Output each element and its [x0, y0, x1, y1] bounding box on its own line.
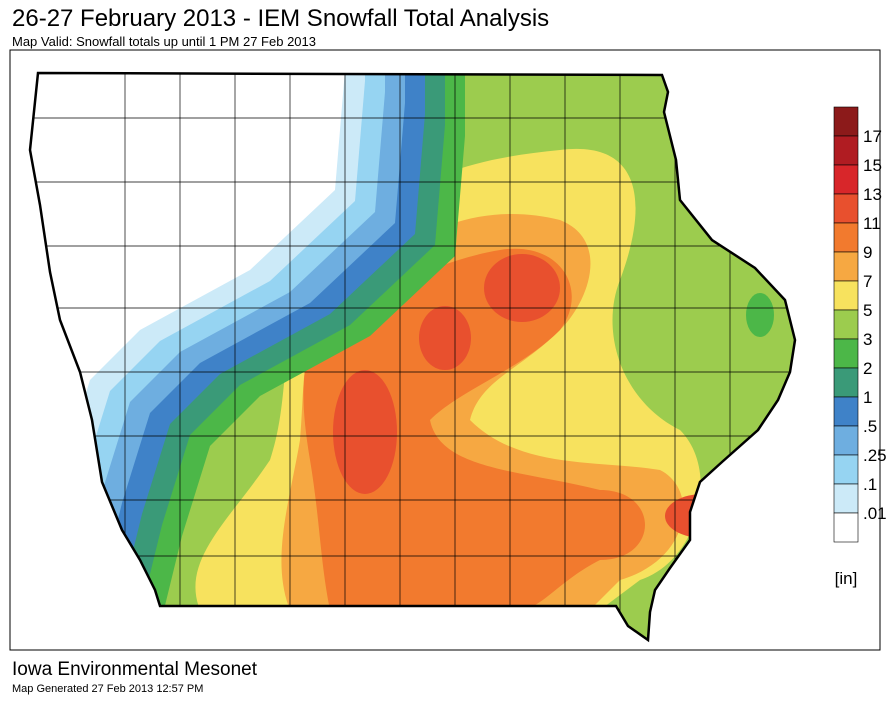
legend: 17 15 13 11 9 7 5 3 2 1 .5 .25 .1 .01 [833, 106, 887, 543]
western-band [30, 73, 345, 640]
legend-swatch [833, 425, 859, 456]
legend-swatch [833, 106, 859, 137]
legend-swatch [833, 164, 859, 195]
subtitle: Map Valid: Snowfall totals up until 1 PM… [12, 34, 316, 49]
band-9-11 [303, 248, 645, 610]
legend-swatch [833, 222, 859, 253]
legend-label: .5 [863, 417, 877, 436]
legend-label: 5 [863, 301, 872, 320]
legend-swatch [833, 193, 859, 224]
legend-label: .01 [863, 504, 887, 523]
legend-swatch [833, 251, 859, 282]
band-11-13 [484, 254, 560, 322]
legend-label: 1 [863, 388, 872, 407]
legend-label: .1 [863, 475, 877, 494]
legend-swatch [833, 483, 859, 514]
legend-label: 9 [863, 243, 872, 262]
legend-swatch [833, 454, 859, 485]
legend-label: 15 [863, 156, 882, 175]
footer-generated: Map Generated 27 Feb 2013 12:57 PM [12, 683, 203, 695]
legend-label: 11 [863, 214, 881, 233]
legend-label: .25 [863, 446, 887, 465]
title: 26-27 February 2013 - IEM Snowfall Total… [12, 5, 549, 32]
legend-swatch [833, 309, 859, 340]
legend-swatch [833, 396, 859, 427]
band-2-3 [746, 293, 774, 337]
band-11-13 [333, 370, 397, 494]
legend-label: 7 [863, 272, 872, 291]
legend-label: 17 [863, 127, 882, 146]
legend-swatch [833, 512, 859, 543]
legend-swatch [833, 135, 859, 166]
legend-label: 3 [863, 330, 872, 349]
band-11-13 [419, 306, 471, 370]
footer-organization: Iowa Environmental Mesonet [12, 659, 258, 680]
legend-label: 2 [863, 359, 872, 378]
legend-swatch [833, 280, 859, 311]
legend-unit: [in] [835, 569, 858, 588]
legend-label: 13 [863, 185, 882, 204]
legend-swatch [833, 367, 859, 398]
legend-swatch [833, 338, 859, 369]
